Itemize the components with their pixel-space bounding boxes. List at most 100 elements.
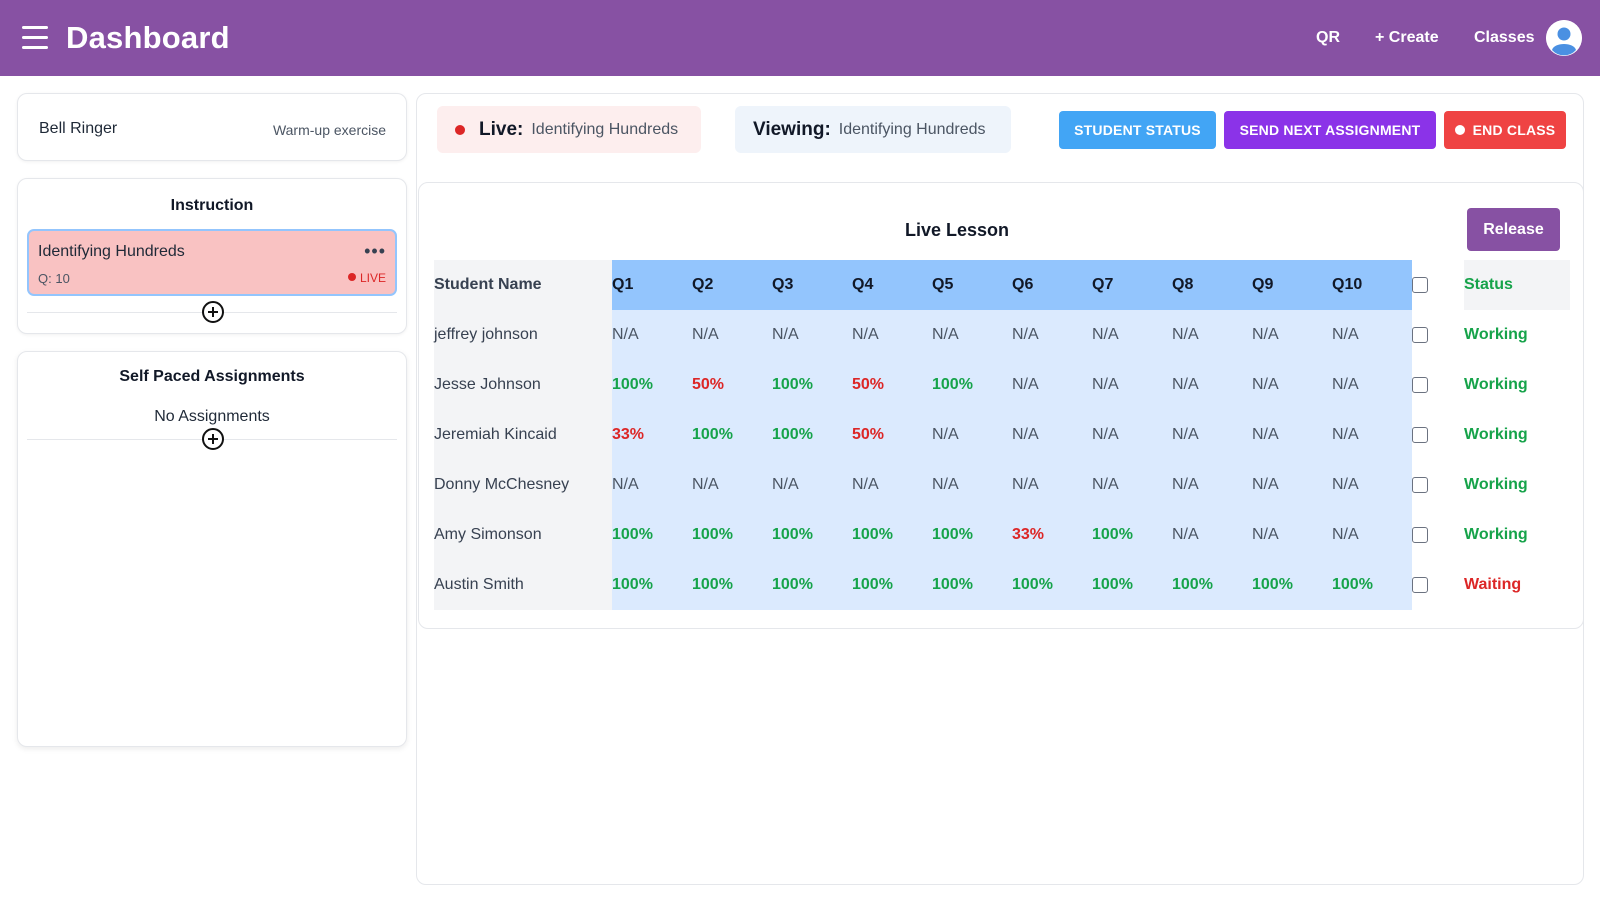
viewing-status-pill: Viewing: Identifying Hundreds [735,106,1011,153]
status-cell: Working [1464,510,1570,560]
score-cell: 100% [852,510,932,560]
release-button[interactable]: Release [1467,208,1560,251]
q9-header: Q9 [1252,260,1332,310]
score-cell: N/A [1332,360,1412,410]
live-value: Identifying Hundreds [531,120,679,138]
q1-header: Q1 [612,260,692,310]
score-cell: 100% [932,560,1012,610]
score-cell: N/A [932,310,1012,360]
score-cell: N/A [1012,460,1092,510]
instruction-title: Instruction [170,197,254,214]
self-paced-card: Self Paced Assignments No Assignments [17,351,407,747]
score-cell: N/A [692,310,772,360]
score-cell: N/A [1252,510,1332,560]
viewing-value: Identifying Hundreds [838,120,986,138]
score-cell: N/A [1092,360,1172,410]
row-select-cell [1412,510,1464,560]
score-cell: 100% [772,360,852,410]
add-circle-icon[interactable] [202,301,224,323]
score-cell: 100% [1092,510,1172,560]
score-cell: N/A [772,460,852,510]
score-cell: N/A [1172,460,1252,510]
score-cell: 100% [612,560,692,610]
instruction-item[interactable]: Identifying Hundreds Q: 10 ••• LIVE [27,229,397,296]
q10-header: Q10 [1332,260,1412,310]
send-next-assignment-button[interactable]: SEND NEXT ASSIGNMENT [1224,111,1436,149]
q4-header: Q4 [852,260,932,310]
score-cell: 50% [692,360,772,410]
row-checkbox[interactable] [1412,376,1428,393]
live-badge: LIVE [348,271,386,285]
score-cell: N/A [1092,410,1172,460]
score-cell: 100% [612,510,692,560]
more-dots-icon[interactable]: ••• [364,241,386,261]
score-cell: 100% [852,560,932,610]
row-checkbox[interactable] [1412,476,1428,493]
score-cell: N/A [612,460,692,510]
score-cell: N/A [1092,310,1172,360]
score-cell: N/A [1252,360,1332,410]
instruction-card: Instruction Identifying Hundreds Q: 10 •… [17,178,407,334]
score-cell: N/A [1252,310,1332,360]
q2-header: Q2 [692,260,772,310]
row-checkbox[interactable] [1412,576,1428,593]
hamburger-icon[interactable] [22,26,48,50]
q8-header: Q8 [1172,260,1252,310]
score-cell: N/A [1332,510,1412,560]
q5-header: Q5 [932,260,1012,310]
score-cell: 100% [692,560,772,610]
live-label: Live: [479,118,524,140]
end-class-button[interactable]: END CLASS [1444,111,1566,149]
self-paced-title: Self Paced Assignments [119,368,305,385]
table-row: Amy Simonson 100% 100% 100% 100% 100% 33% 100% N… [434,510,1570,560]
select-all-cell [1412,260,1464,310]
table-row: Donny McChesney N/A N/A N/A N/A N/A N/A N/A N/A N… [434,460,1570,510]
grades-table: Student Name Q1 Q2 Q3 Q4 Q5 Q6 Q7 Q8 Q9 … [434,260,1570,610]
score-cell: N/A [932,410,1012,460]
score-cell: N/A [692,460,772,510]
row-checkbox[interactable] [1412,326,1428,343]
q7-header: Q7 [1092,260,1172,310]
score-cell: N/A [1332,310,1412,360]
student-status-button[interactable]: STUDENT STATUS [1059,111,1216,149]
row-select-cell [1412,310,1464,360]
score-cell: N/A [1092,460,1172,510]
student-name-cell: Donny McChesney [434,460,612,510]
bell-ringer-subtitle: Warm-up exercise [272,122,386,138]
table-row: jeffrey johnson N/A N/A N/A N/A N/A N/A N/A N/A N… [434,310,1570,360]
score-cell: N/A [1012,310,1092,360]
score-cell: N/A [1332,460,1412,510]
instruction-item-name: Identifying Hundreds [38,243,185,260]
row-select-cell [1412,560,1464,610]
score-cell: N/A [852,460,932,510]
score-cell: N/A [1172,310,1252,360]
user-avatar-icon[interactable] [1546,20,1582,56]
add-circle-icon[interactable] [202,428,224,450]
nav-classes-link[interactable]: Classes [1474,29,1535,46]
score-cell: N/A [852,310,932,360]
student-name-cell: Jeremiah Kincaid [434,410,612,460]
bell-ringer-card[interactable]: Bell Ringer Warm-up exercise [17,93,407,161]
top-bar: Dashboard QR + Create Classes [0,0,1600,76]
status-cell: Working [1464,360,1570,410]
score-cell: 100% [1252,560,1332,610]
score-cell: N/A [1172,410,1252,460]
q3-header: Q3 [772,260,852,310]
row-select-cell [1412,410,1464,460]
bell-ringer-title: Bell Ringer [39,120,118,137]
row-checkbox[interactable] [1412,526,1428,543]
score-cell: N/A [932,460,1012,510]
table-row: Austin Smith 100% 100% 100% 100% 100% 100% 100%… [434,560,1570,610]
status-header: Status [1464,260,1570,310]
nav-qr-link[interactable]: QR [1316,29,1340,46]
viewing-label: Viewing: [753,118,831,140]
score-cell: 100% [692,510,772,560]
table-row: Jeremiah Kincaid 33% 100% 100% 50% N/A N/A N/A N… [434,410,1570,460]
nav-create-link[interactable]: + Create [1375,29,1439,46]
score-cell: 100% [1012,560,1092,610]
row-checkbox[interactable] [1412,426,1428,443]
select-all-checkbox[interactable] [1412,276,1428,293]
score-cell: 100% [1092,560,1172,610]
score-cell: 100% [612,360,692,410]
score-cell: N/A [1012,360,1092,410]
